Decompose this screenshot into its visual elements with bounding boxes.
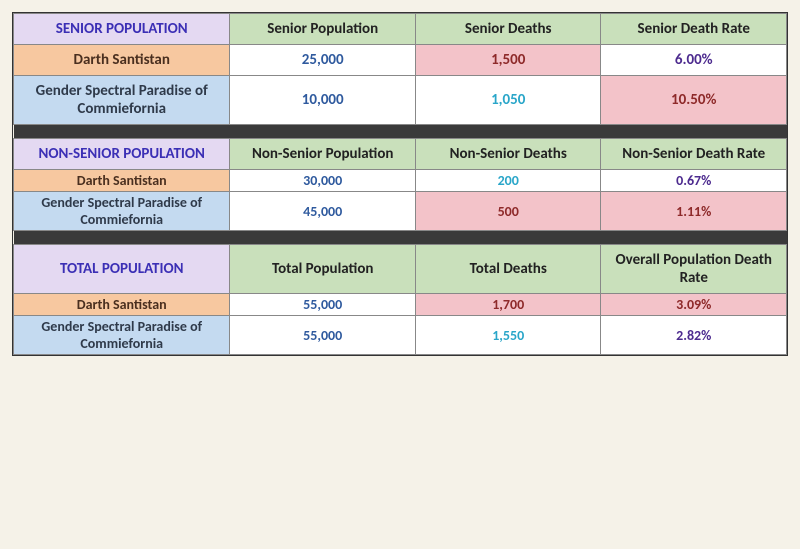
data-cell: 6.00% — [601, 45, 787, 76]
section-title: TOTAL POPULATION — [14, 245, 230, 294]
data-cell: 55,000 — [230, 294, 416, 316]
row-label: Darth Santistan — [14, 294, 230, 316]
column-header: Senior Population — [230, 14, 416, 45]
section-title: SENIOR POPULATION — [14, 14, 230, 45]
data-cell: 45,000 — [230, 192, 416, 231]
column-header: Total Population — [230, 245, 416, 294]
data-table: SENIOR POPULATIONSenior PopulationSenior… — [13, 13, 787, 355]
data-cell: 10.50% — [601, 76, 787, 125]
data-cell: 1.11% — [601, 192, 787, 231]
row-label: Darth Santistan — [14, 45, 230, 76]
data-cell: 1,050 — [415, 76, 601, 125]
data-cell: 500 — [415, 192, 601, 231]
row-label: Gender Spectral Paradise of Commiefornia — [14, 76, 230, 125]
column-header: Senior Death Rate — [601, 14, 787, 45]
column-header: Senior Deaths — [415, 14, 601, 45]
section-divider — [14, 231, 787, 245]
data-cell: 0.67% — [601, 170, 787, 192]
column-header: Total Deaths — [415, 245, 601, 294]
data-cell: 30,000 — [230, 170, 416, 192]
data-cell: 1,550 — [415, 316, 601, 355]
data-cell: 1,500 — [415, 45, 601, 76]
row-label: Gender Spectral Paradise of Commiefornia — [14, 316, 230, 355]
data-cell: 2.82% — [601, 316, 787, 355]
row-label: Gender Spectral Paradise of Commiefornia — [14, 192, 230, 231]
comparison-table: SENIOR POPULATIONSenior PopulationSenior… — [12, 12, 788, 356]
data-cell: 55,000 — [230, 316, 416, 355]
column-header: Non-Senior Death Rate — [601, 139, 787, 170]
data-cell: 25,000 — [230, 45, 416, 76]
column-header: Overall Population Death Rate — [601, 245, 787, 294]
column-header: Non-Senior Population — [230, 139, 416, 170]
column-header: Non-Senior Deaths — [415, 139, 601, 170]
row-label: Darth Santistan — [14, 170, 230, 192]
data-cell: 10,000 — [230, 76, 416, 125]
section-divider — [14, 125, 787, 139]
data-cell: 3.09% — [601, 294, 787, 316]
section-title: NON-SENIOR POPULATION — [14, 139, 230, 170]
data-cell: 1,700 — [415, 294, 601, 316]
data-cell: 200 — [415, 170, 601, 192]
